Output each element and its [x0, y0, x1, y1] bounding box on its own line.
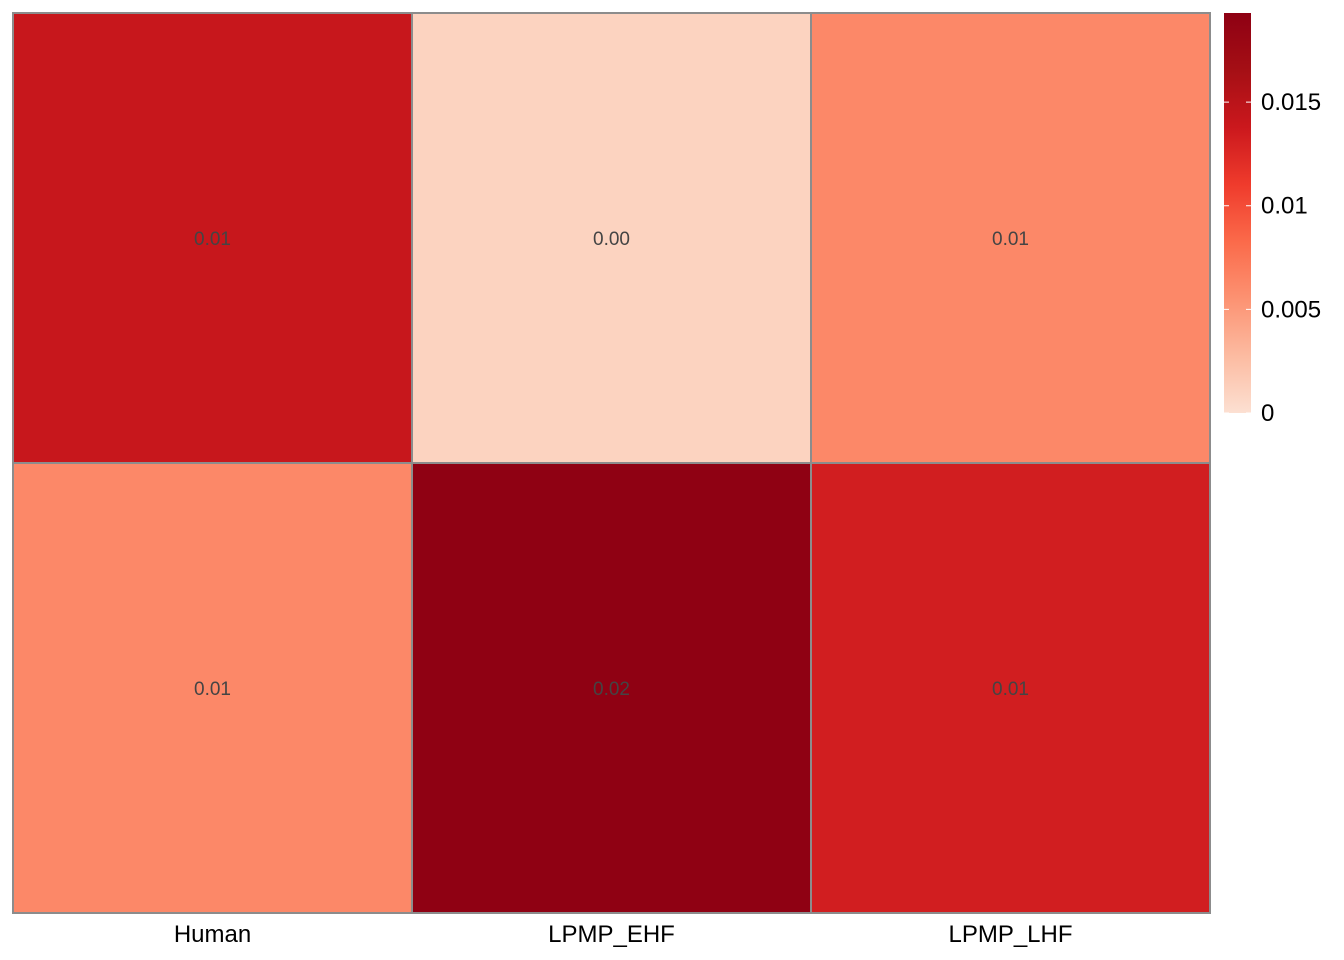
colorbar-tick-label: 0.01	[1261, 193, 1308, 220]
colorbar-tick-label: 0	[1261, 400, 1274, 427]
colorbar-tick-label: 0.015	[1261, 89, 1321, 116]
cell-value-label-r1-c0: 0.01	[194, 679, 231, 700]
cell-value-label-r1-c2: 0.01	[992, 679, 1029, 700]
colorbar-gradient	[1224, 13, 1251, 413]
heatmap-cell-r1-c0	[12, 462, 413, 914]
column-label: LPMP_LHF	[948, 921, 1072, 948]
heatmap-cells	[12, 12, 1211, 914]
cell-value-label-r0-c2: 0.01	[992, 229, 1029, 250]
heatmap-cell-r0-c0	[12, 12, 413, 464]
heatmap-cell-labels: 0.01 0.00 0.01 0.01 0.02 0.01	[194, 229, 1029, 700]
colorbar-legend: 0 0.005 0.01 0.015	[1224, 13, 1321, 427]
column-label: LPMP_EHF	[548, 921, 675, 948]
column-labels: Human LPMP_EHF LPMP_LHF	[174, 921, 1073, 948]
heatmap-cell-r0-c1	[411, 12, 812, 464]
heatmap-cell-r1-c2	[810, 462, 1211, 914]
heatmap-cell-r1-c1	[411, 462, 812, 914]
column-label: Human	[174, 921, 251, 948]
colorbar-tick-label: 0.005	[1261, 296, 1321, 323]
cell-value-label-r0-c0: 0.01	[194, 229, 231, 250]
heatmap-cell-r0-c2	[810, 12, 1211, 464]
cell-value-label-r1-c1: 0.02	[593, 679, 630, 700]
cell-value-label-r0-c1: 0.00	[593, 229, 630, 250]
